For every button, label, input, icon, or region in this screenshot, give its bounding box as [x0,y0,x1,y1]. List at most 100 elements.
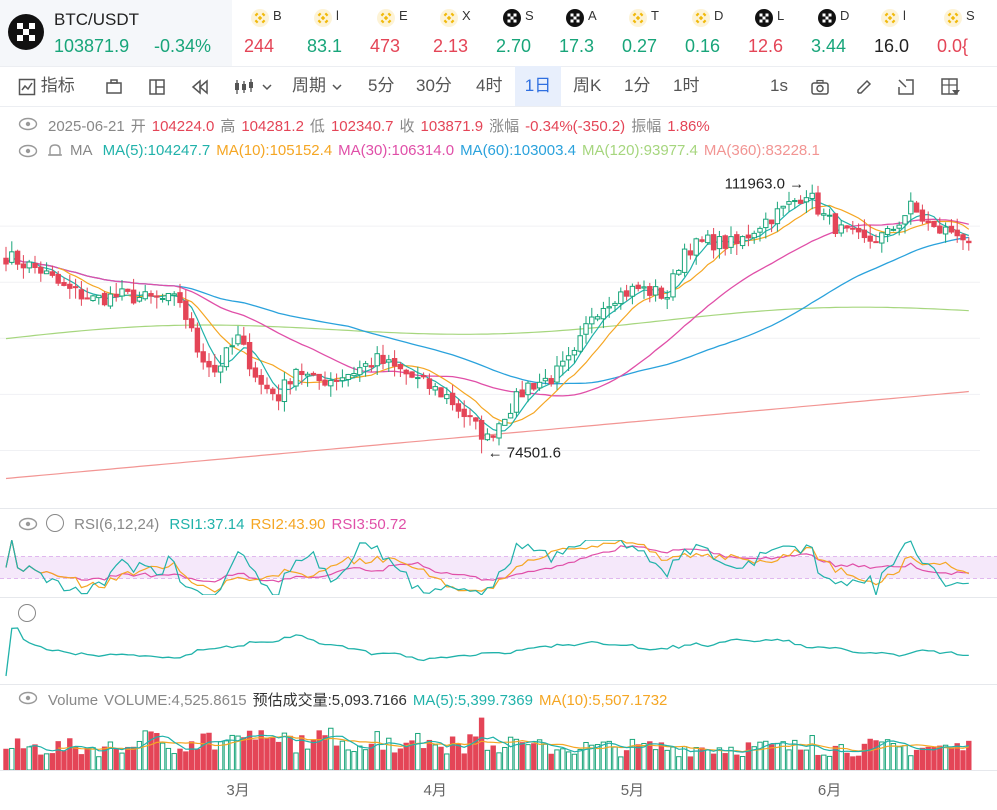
candle [159,293,166,303]
volume-bar [710,753,717,770]
indicator-button[interactable]: 指标 [18,66,75,106]
candle-body [212,364,218,373]
volume-bar [803,749,810,770]
candle [78,280,85,306]
candle-body [513,391,520,413]
interval-tab[interactable]: 4时 [476,76,503,95]
ticker-item[interactable]: D 3.44 [803,0,863,66]
volume-bar [380,749,386,770]
ticker-item[interactable]: T 0.27 [614,0,674,66]
current-pair[interactable]: BTC/USDT 103871.9 -0.34% [0,0,232,66]
volume-bar [426,739,433,770]
candle [728,226,734,255]
candle-body [612,302,618,306]
ticker-item[interactable]: D 0.16 [677,0,737,66]
popout-button[interactable] [897,66,915,106]
expand-icon[interactable] [18,604,36,622]
volume-bar [797,749,804,770]
candle [101,291,108,307]
candle-body [403,369,409,375]
candle-body [177,292,183,304]
change-label: 涨幅 [489,118,520,135]
candle [107,286,114,309]
candle [223,346,230,371]
candle-body [792,200,798,203]
legend-item: VOLUME:4,525.8615 [104,692,247,709]
expand-icon[interactable] [46,514,64,532]
candle-body [536,381,543,389]
candle-body [902,215,908,225]
eye-icon[interactable] [18,691,38,705]
x-tick-label: 5月 [621,782,644,799]
volume-chart[interactable] [0,712,980,770]
volume-bar [415,732,421,770]
ticker-item[interactable]: X 2.13 [425,0,485,66]
interval-tab[interactable]: 1分 [624,76,651,95]
ticker-item[interactable]: L 12.6 [740,0,800,66]
draw-button[interactable] [855,66,873,106]
candle [867,224,873,249]
candle [391,350,398,377]
volume-bar [571,753,578,770]
rsi-line [5,540,969,583]
volume-bar [757,741,763,770]
candle-body [780,205,786,209]
volume-bar [739,756,746,770]
chevron-down-icon [262,83,272,90]
volume-bar [809,735,815,770]
candle [171,291,177,306]
volume-bar [281,732,288,770]
volume-bar [902,745,908,770]
template-button[interactable] [105,66,123,106]
candlestick-chart[interactable]: 111963.0 → ← 74501.6 [0,170,980,500]
ticker-item[interactable]: S 2.70 [488,0,548,66]
candle [96,294,102,305]
candle-body [478,419,485,440]
rsi-chart[interactable] [0,540,997,595]
bell-icon[interactable] [46,142,64,160]
ma120-line [5,306,969,340]
candle-body [461,408,467,418]
candle [9,241,15,265]
interval-tab[interactable]: 5分 [368,76,395,95]
settings-button[interactable] [940,66,962,106]
ticker-symbol: B [273,8,282,23]
eye-icon[interactable] [18,517,38,531]
eye-icon[interactable] [18,144,38,158]
eye-icon[interactable] [18,117,38,131]
pair-change: -0.34% [154,36,212,56]
ticker-item[interactable]: l 16.0 [866,0,926,66]
legend-item: MA(120):93977.4 [581,142,698,159]
volume-bar [699,747,705,770]
candle-body [165,292,172,302]
interval-tab[interactable]: 30分 [416,76,452,95]
period-dropdown[interactable]: 周期 [292,66,343,106]
interval-tab[interactable]: 1时 [673,76,700,95]
volume-bar [374,731,380,770]
volume-bar [345,749,351,770]
layout-button[interactable] [148,66,166,106]
ticker-item[interactable]: S 0.0{ [929,0,989,66]
candle-body [606,306,612,309]
ticker-item[interactable]: E 473 [362,0,422,66]
candle-body [710,234,717,251]
candle [90,294,96,302]
candle-body [618,291,624,305]
chart-type-button[interactable] [232,66,273,106]
interval-tab[interactable]: 周K [573,76,602,95]
ticker-item[interactable]: A 17.3 [551,0,611,66]
screenshot-button[interactable] [810,66,830,106]
candle-body [525,382,531,396]
interval-tab[interactable]: 1日 [515,66,561,106]
refresh-interval[interactable]: 1s [770,76,788,95]
volume-bar [792,739,798,770]
ticker-symbol: D [840,8,850,23]
volume-bar [577,749,583,770]
ticker-item[interactable]: B 244 [236,0,296,66]
ticker-item[interactable]: l 83.1 [299,0,359,66]
ma30-line [5,218,969,397]
candle-body [84,297,90,300]
binance-icon [629,9,647,27]
volume-bar [478,717,485,770]
replay-button[interactable] [190,66,210,106]
